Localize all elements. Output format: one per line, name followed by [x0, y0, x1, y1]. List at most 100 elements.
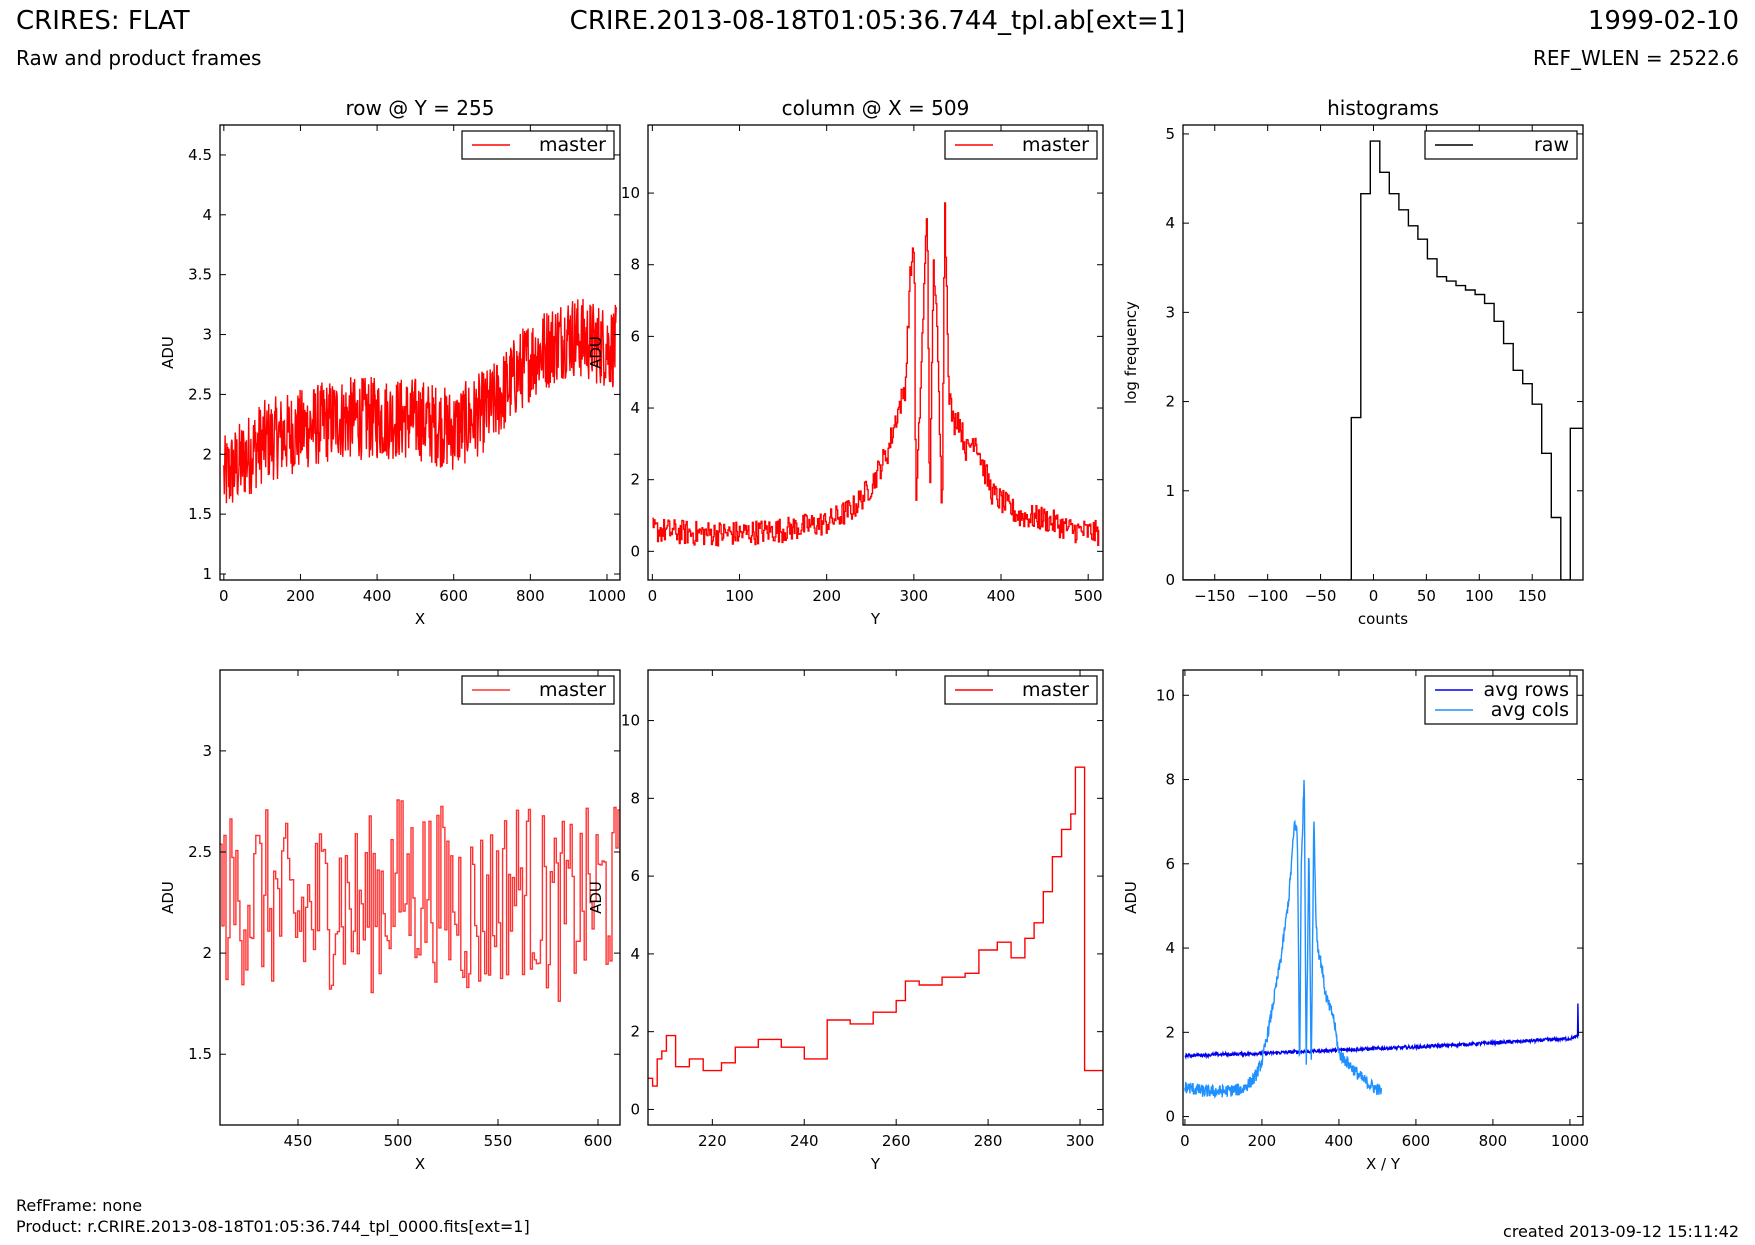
legend-label: master — [1022, 134, 1089, 156]
chart-panel-6: 0 200 400 600 800 1000 0 2 4 6 8 10 X / Y ADU avg rows… — [1122, 669, 1589, 1173]
y-tick-label: 4 — [630, 945, 640, 963]
figure-title: CRIRES: FLAT — [16, 6, 190, 36]
y-tick-label: 10 — [1156, 686, 1175, 704]
x-tick-label: 0 — [648, 587, 658, 605]
chart-title: column @ X = 509 — [782, 96, 970, 120]
y-tick-label: 10 — [621, 184, 640, 202]
legend-label: master — [539, 679, 606, 701]
x-tick-label: 100 — [1465, 587, 1494, 605]
y-tick-label: 2.5 — [188, 385, 212, 403]
x-axis-label: X / Y — [1366, 1155, 1401, 1173]
x-tick-label: 200 — [286, 587, 315, 605]
plot-area — [1183, 140, 1583, 580]
x-tick-label: 600 — [439, 587, 468, 605]
legend: master — [944, 675, 1098, 705]
y-axis-label: log frequency — [1122, 301, 1140, 404]
legend: master — [944, 130, 1098, 160]
x-tick-label: 300 — [900, 587, 929, 605]
x-axis-label: Y — [870, 610, 881, 628]
x-tick-label: 400 — [363, 587, 392, 605]
chart-panel-5: 220 240 260 280 300 0 2 4 6 8 10 Y ADU master — [587, 669, 1104, 1173]
y-tick-label: 4 — [630, 399, 640, 417]
y-tick-label: 5 — [1165, 125, 1175, 143]
y-tick-label: 4 — [202, 206, 212, 224]
plot-area — [1184, 779, 1580, 1100]
y-tick-label: 3.5 — [188, 266, 212, 284]
y-tick-label: 6 — [630, 327, 640, 345]
y-tick-label: 2 — [202, 944, 212, 962]
x-axis-label: X — [415, 610, 425, 628]
y-axis-label: ADU — [587, 336, 605, 369]
y-tick-label: 0 — [1165, 1108, 1175, 1126]
x-tick-label: 400 — [1325, 1132, 1354, 1150]
x-axis-label: Y — [870, 1155, 881, 1173]
chart-panel-1: 0 200 400 600 800 1000 1 1.5 2 2.5 3 3.5 4 4.5 row @ Y… — [159, 96, 626, 628]
y-axis-label: ADU — [587, 881, 605, 914]
series-line-master — [223, 298, 617, 504]
y-tick-label: 0 — [1165, 571, 1175, 589]
product-label: Product: r.CRIRE.2013-08-18T01:05:36.744… — [16, 1217, 530, 1236]
y-tick-label: 2 — [630, 471, 640, 489]
x-tick-label: 300 — [1066, 1132, 1095, 1150]
x-tick-label: 200 — [1248, 1132, 1277, 1150]
y-tick-label: 1.5 — [188, 1045, 212, 1063]
y-tick-label: 2 — [1165, 1023, 1175, 1041]
y-tick-label: 6 — [630, 867, 640, 885]
plot-area — [652, 202, 1100, 547]
x-tick-label: 500 — [1074, 587, 1103, 605]
date-title: 1999-02-10 — [1587, 6, 1739, 36]
legend-label: raw — [1534, 134, 1569, 156]
x-tick-label: −50 — [1305, 587, 1337, 605]
x-tick-label: 1000 — [1551, 1132, 1589, 1150]
x-tick-label: 280 — [974, 1132, 1003, 1150]
y-tick-label: 6 — [1165, 855, 1175, 873]
y-tick-label: 4 — [1165, 939, 1175, 957]
series-line-avg-cols — [1184, 779, 1382, 1100]
legend: master — [461, 675, 615, 705]
x-tick-label: 1000 — [588, 587, 626, 605]
legend-label: avg cols — [1491, 699, 1569, 721]
legend-label: master — [1022, 679, 1089, 701]
series-line-master — [220, 799, 620, 1002]
x-tick-label: 200 — [812, 587, 841, 605]
legend-label: avg rows — [1484, 679, 1569, 701]
figure-subtitle: Raw and product frames — [16, 46, 262, 70]
axes-frame — [1182, 669, 1584, 1126]
y-axis-label: ADU — [1122, 881, 1140, 914]
x-tick-label: 800 — [1479, 1132, 1508, 1150]
y-tick-label: 3 — [1165, 303, 1175, 321]
x-tick-label: 260 — [882, 1132, 911, 1150]
x-tick-label: 0 — [219, 587, 229, 605]
legend: master — [461, 130, 615, 160]
file-name-title: CRIRE.2013-08-18T01:05:36.744_tpl.ab[ext… — [569, 6, 1186, 36]
x-tick-label: 400 — [987, 587, 1016, 605]
y-axis-label: ADU — [159, 336, 177, 369]
y-tick-label: 8 — [630, 789, 640, 807]
legend: raw — [1424, 130, 1578, 160]
x-axis-label: counts — [1358, 610, 1408, 628]
series-line-raw — [1183, 140, 1583, 580]
x-tick-label: 50 — [1417, 587, 1436, 605]
x-tick-label: 550 — [484, 1132, 513, 1150]
plot-area — [223, 298, 617, 504]
chart-panel-4: 450 500 550 600 1.5 2 2.5 3 X ADU master — [159, 669, 621, 1173]
y-tick-label: 2.5 — [188, 843, 212, 861]
y-tick-label: 2 — [1165, 393, 1175, 411]
y-tick-label: 8 — [630, 256, 640, 274]
chart-panel-3: −150 −100 −50 0 50 100 150 0 1 2 3 4 5 histograms coun… — [1122, 96, 1584, 628]
x-tick-label: 0 — [1180, 1132, 1190, 1150]
x-axis-label: X — [415, 1155, 425, 1173]
y-axis-label: ADU — [159, 881, 177, 914]
x-tick-label: 0 — [1369, 587, 1379, 605]
y-tick-label: 3 — [202, 742, 212, 760]
axes-frame — [1182, 124, 1584, 581]
series-line-master — [648, 766, 1103, 1087]
y-tick-label: 0 — [630, 542, 640, 560]
x-tick-label: −100 — [1247, 587, 1288, 605]
plot-area — [220, 799, 620, 1002]
x-tick-label: 800 — [516, 587, 545, 605]
axes-frame — [647, 124, 1104, 581]
y-tick-label: 1 — [1165, 482, 1175, 500]
legend-label: master — [539, 134, 606, 156]
